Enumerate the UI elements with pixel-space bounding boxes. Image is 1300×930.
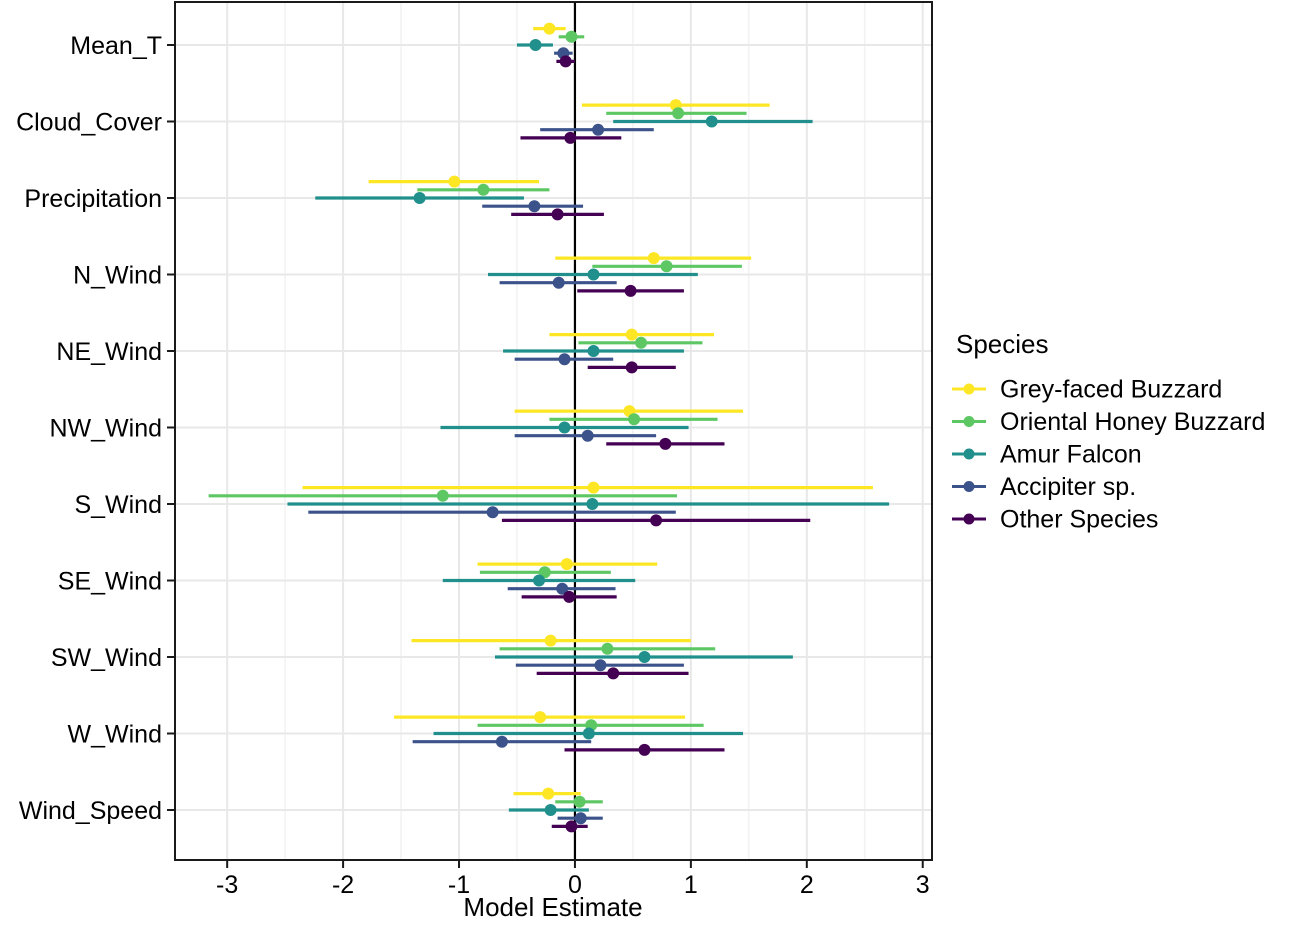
- x-tick-label: 0: [568, 871, 582, 899]
- legend-marker-dot: [963, 416, 975, 427]
- x-tick-label: 2: [800, 871, 814, 899]
- point-estimate: [660, 260, 673, 273]
- point-estimate: [448, 175, 461, 188]
- panel-border: [174, 1, 933, 861]
- point-estimate: [647, 252, 660, 265]
- legend-item: Accipiter sp.: [952, 473, 1136, 501]
- y-category-label: NE_Wind: [56, 338, 162, 366]
- legend-item: Oriental Honey Buzzard: [952, 408, 1265, 436]
- point-estimate: [586, 498, 599, 510]
- point-estimate: [556, 582, 569, 595]
- point-estimate: [582, 727, 595, 740]
- point-estimate: [607, 667, 620, 680]
- legend: Species Grey-faced Buzzard Oriental Honey…: [952, 329, 1265, 534]
- y-category-label: W_Wind: [68, 721, 162, 749]
- point-estimate: [558, 421, 571, 434]
- point-estimate: [552, 276, 565, 289]
- x-tick-label: 3: [916, 871, 930, 899]
- point-estimate: [551, 208, 564, 221]
- x-tick-label: 1: [684, 871, 698, 899]
- point-estimate: [544, 634, 557, 647]
- y-category-label: N_Wind: [73, 262, 162, 290]
- point-estimate: [558, 353, 571, 366]
- point-estimate: [592, 123, 605, 136]
- point-estimate: [574, 812, 587, 825]
- point-estimate: [659, 437, 672, 450]
- point-estimate: [528, 200, 541, 213]
- legend-item-label: Amur Falcon: [1000, 441, 1142, 469]
- x-axis-title: Model Estimate: [463, 892, 642, 922]
- point-estimate: [534, 711, 547, 724]
- point-estimate: [624, 284, 637, 297]
- point-estimate: [587, 345, 600, 357]
- point-estimate: [565, 30, 578, 43]
- point-estimate: [477, 183, 490, 196]
- y-category-label: SE_Wind: [58, 568, 162, 596]
- point-estimate: [638, 743, 651, 756]
- point-estimate: [533, 574, 546, 587]
- legend-item-label: Other Species: [1000, 506, 1158, 534]
- y-category-label: NW_Wind: [49, 415, 162, 443]
- point-estimate: [495, 735, 508, 748]
- x-tick-label: -2: [332, 871, 354, 899]
- legend-marker-dot: [963, 513, 975, 525]
- y-category-label: S_Wind: [74, 491, 162, 519]
- legend-item-label: Oriental Honey Buzzard: [1000, 408, 1265, 436]
- legend-item: Other Species: [952, 506, 1158, 534]
- data-layer: [208, 22, 890, 833]
- point-estimate: [560, 558, 573, 571]
- point-estimate: [625, 361, 638, 374]
- point-estimate: [563, 590, 576, 603]
- point-estimate: [486, 506, 499, 519]
- point-estimate: [436, 489, 449, 502]
- point-estimate: [594, 659, 607, 672]
- legend-item-label: Accipiter sp.: [1000, 473, 1136, 501]
- y-category-label: Wind_Speed: [19, 797, 162, 825]
- point-estimate: [544, 804, 557, 816]
- x-tick-label: -1: [448, 871, 470, 899]
- point-estimate: [601, 642, 614, 655]
- point-estimate: [587, 268, 600, 281]
- legend-marker-dot: [963, 481, 975, 492]
- axis-layer: -3 -2 -1 0 1 2 3 Mean_T Cloud_Cover Precipitation…: [16, 1, 933, 899]
- y-category-label: Cloud_Cover: [16, 109, 162, 137]
- point-estimate: [650, 514, 663, 527]
- point-estimate: [413, 192, 426, 204]
- legend-marker-dot: [963, 448, 975, 460]
- point-estimate: [565, 820, 578, 833]
- x-tick-label: -3: [216, 871, 238, 899]
- point-estimate: [543, 22, 556, 35]
- point-estimate: [564, 131, 577, 144]
- point-estimate: [628, 413, 641, 426]
- point-estimate: [529, 39, 542, 51]
- point-estimate: [705, 115, 718, 128]
- point-estimate: [587, 481, 600, 494]
- point-estimate: [573, 795, 586, 808]
- y-category-label: Mean_T: [70, 32, 162, 60]
- y-category-label: Precipitation: [24, 185, 162, 213]
- legend-item: Amur Falcon: [952, 441, 1142, 469]
- legend-item: Grey-faced Buzzard: [952, 376, 1222, 404]
- legend-item-label: Grey-faced Buzzard: [1000, 376, 1222, 404]
- point-estimate: [542, 787, 555, 800]
- legend-marker-dot: [963, 383, 975, 395]
- legend-title: Species: [956, 329, 1049, 359]
- point-estimate: [625, 328, 638, 341]
- y-category-label: SW_Wind: [51, 644, 162, 672]
- point-estimate: [635, 336, 648, 349]
- point-estimate: [638, 651, 651, 663]
- point-estimate: [672, 107, 685, 120]
- point-estimate: [559, 55, 572, 68]
- point-estimate: [581, 429, 594, 442]
